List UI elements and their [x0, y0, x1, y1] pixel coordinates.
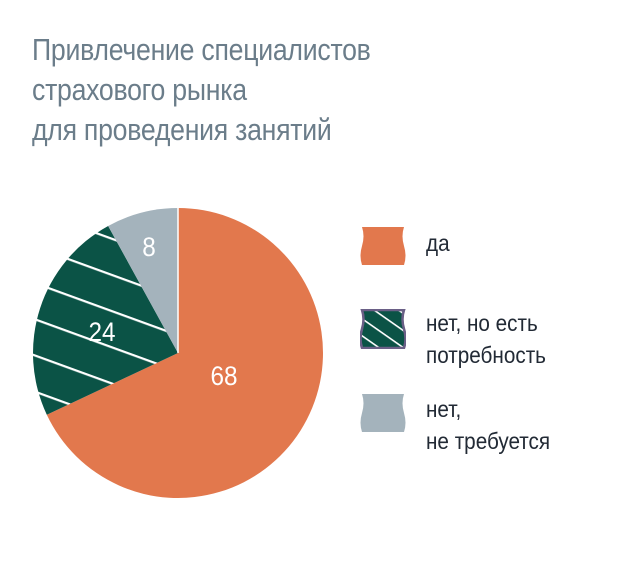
chart-title-line-3: для проведения занятий: [32, 112, 332, 147]
legend-label-net-no-est-potrebnost: нет, но есть потребность: [426, 310, 546, 368]
pie-slice-da: [46, 208, 323, 498]
legend-label-net-ne-trebuetsya: нет, не требуется: [426, 396, 551, 454]
pie-slice-net-no-est-potrebnost: [33, 225, 179, 415]
chart-title: Привлечение специалистов страхового рынк…: [32, 30, 371, 150]
chart-title-line-2: страхового рынка: [32, 72, 247, 107]
data-label-net-no-est-potrebnost: 24: [88, 317, 116, 347]
data-label-da: 68: [210, 361, 238, 391]
pie-slice-net-ne-trebuetsya: [108, 208, 178, 353]
chart-title-line-1: Привлечение специалистов: [32, 32, 371, 67]
data-label-net-ne-trebuetsya: 8: [142, 232, 156, 262]
legend-swatch-orange-icon: [360, 227, 406, 265]
legend-label-da: да: [426, 230, 450, 256]
legend-swatch-gray-icon: [360, 394, 406, 432]
legend-swatch-hatched-green-icon: [360, 309, 406, 349]
